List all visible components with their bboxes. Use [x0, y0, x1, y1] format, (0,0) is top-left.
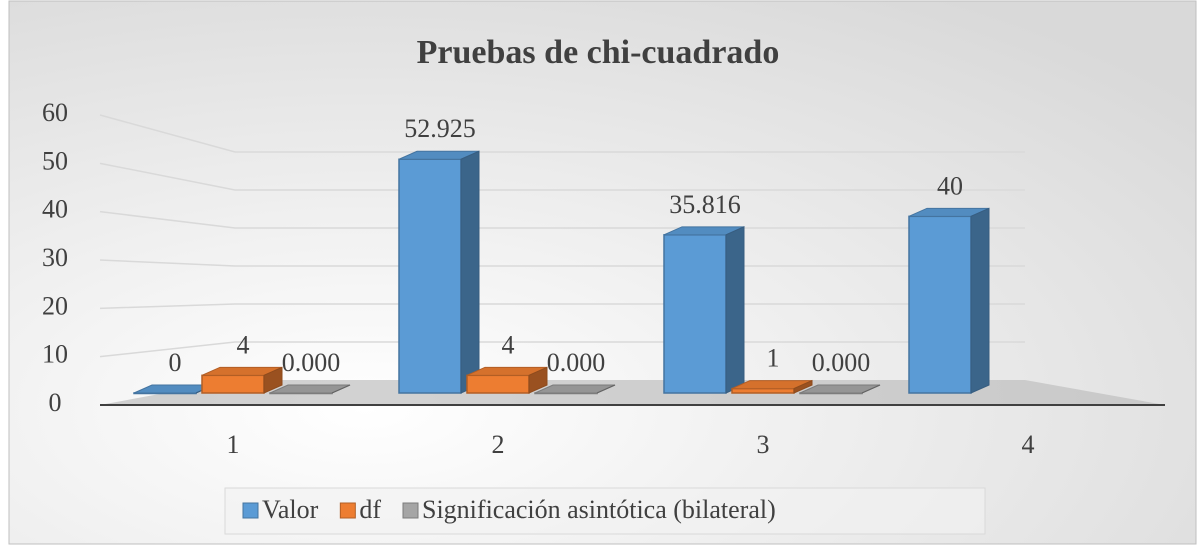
data-label: 1: [767, 344, 780, 373]
grid-line: [99, 303, 1025, 310]
bar: [908, 215, 972, 394]
bar: [731, 387, 795, 394]
bar-side: [460, 150, 480, 394]
bar-side: [331, 384, 351, 394]
bar: [398, 158, 462, 394]
grid-line: [99, 162, 1025, 191]
legend-label: df: [359, 495, 381, 524]
bar: [663, 234, 727, 394]
legend-swatch: [339, 502, 356, 519]
data-label: 52.925: [404, 114, 476, 143]
legend-label: Valor: [262, 495, 319, 524]
y-tick-label: 10: [42, 340, 68, 369]
bar-side: [793, 379, 813, 394]
bar-side: [596, 384, 616, 394]
x-tick-label: 4: [1022, 430, 1035, 459]
bar-side: [528, 366, 548, 394]
floor: [100, 380, 1165, 405]
grid-line: [99, 259, 1025, 267]
y-tick-label: 30: [42, 243, 68, 272]
legend-label: Significación asintótica (bilateral): [422, 495, 776, 524]
bar: [201, 374, 265, 394]
data-label: 0.000: [547, 348, 606, 377]
y-tick-label: 40: [42, 195, 68, 224]
data-label: 0.000: [812, 348, 871, 377]
chart-title: Pruebas de chi-cuadrado: [417, 34, 780, 71]
data-label: 4: [237, 330, 250, 359]
legend-swatch: [242, 502, 259, 519]
data-label: 35.816: [669, 190, 741, 219]
y-tick-label: 60: [42, 98, 68, 127]
x-tick-label: 2: [492, 430, 505, 459]
bar-side: [263, 366, 283, 394]
data-label: 4: [502, 330, 515, 359]
x-tick-label: 3: [757, 430, 770, 459]
grid-line: [99, 341, 1025, 358]
data-label: 0.000: [282, 348, 341, 377]
grid-line: [99, 210, 1025, 229]
data-label: 40: [937, 171, 963, 200]
legend-swatch: [402, 502, 419, 519]
x-tick-label: 1: [227, 430, 240, 459]
y-tick-label: 50: [42, 146, 68, 175]
data-label: 0: [169, 348, 182, 377]
chart-background: [8, 0, 1197, 545]
bar-side: [725, 226, 745, 394]
bar-side: [970, 207, 990, 394]
bar-side: [861, 384, 881, 394]
grid-line: [99, 114, 1025, 153]
bar: [466, 374, 530, 394]
y-tick-label: 20: [42, 291, 68, 320]
y-tick-label: 0: [49, 388, 62, 417]
